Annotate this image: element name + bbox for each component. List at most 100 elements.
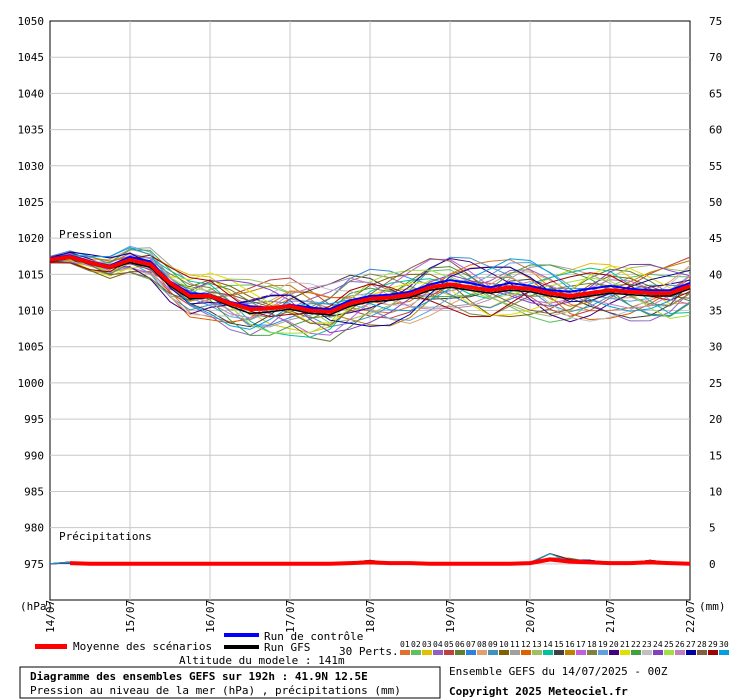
perturbation-legend-swatch: [411, 650, 421, 655]
perturbation-legend-swatch: [565, 650, 575, 655]
left-axis-unit: (hPa): [20, 600, 53, 613]
perturbation-legend-swatch: [664, 650, 674, 655]
perturbation-legend-number: 11: [510, 640, 520, 649]
perturbation-legend-swatch: [554, 650, 564, 655]
perturbation-legend-swatch: [499, 650, 509, 655]
gfs-legend-label: Run GFS: [264, 641, 310, 654]
perturbation-legend-swatch: [466, 650, 476, 655]
date-tick-label: 17/07: [284, 600, 297, 633]
copyright: Copyright 2025 Meteociel.fr: [449, 685, 628, 698]
perturbation-legend-number: 22: [631, 640, 641, 649]
mean-legend-label: Moyenne des scénarios: [73, 640, 212, 653]
precipitation-tick-label: 65: [709, 87, 722, 100]
date-tick-label: 15/07: [124, 600, 137, 633]
perturbation-legend-number: 14: [543, 640, 553, 649]
perturbation-legend-number: 10: [499, 640, 509, 649]
perturbation-legend-swatch: [444, 650, 454, 655]
ensemble-mean-line: [49, 254, 691, 314]
perturbation-legend-swatch: [686, 650, 696, 655]
perturbation-legend-swatch: [708, 650, 718, 655]
precipitation-mean-line: [69, 557, 691, 566]
perturbation-line-13: [49, 255, 691, 324]
model-altitude: Altitude du modele : 141m: [179, 654, 345, 667]
perturbation-line-29: [50, 254, 691, 318]
gfs-legend-swatch: [224, 645, 259, 649]
perturbation-legend-number: 17: [576, 640, 586, 649]
perturbation-legend-number: 04: [433, 640, 443, 649]
date-tick-label: 22/07: [684, 600, 697, 633]
perturbation-legend-swatch: [532, 650, 542, 655]
perturbation-legend-swatch: [675, 650, 685, 655]
perturbation-legend-number: 01: [400, 640, 410, 649]
pressure-tick-label: 990: [24, 449, 44, 462]
perturbation-line-09: [49, 250, 691, 328]
pressure-tick-label: 1020: [18, 232, 45, 245]
perturbation-legend-swatch: [631, 650, 641, 655]
pressure-axis-ticks: 975 980 985 990 995 1000 1005 1010 1015 1020 1025 1…: [18, 15, 45, 571]
date-tick-label: 19/07: [444, 600, 457, 633]
perturbation-legend-swatch: [488, 650, 498, 655]
perturbation-legend-number: 02: [411, 640, 421, 649]
perturbation-legend-number: 25: [664, 640, 674, 649]
precipitation-tick-label: 70: [709, 51, 722, 64]
perturbation-line-19: [49, 245, 691, 321]
perturbation-line-11: [49, 247, 691, 328]
pressure-tick-label: 1040: [18, 87, 45, 100]
precipitation-tick-label: 0: [709, 558, 716, 571]
precipitation-tick-label: 50: [709, 196, 722, 209]
perturbation-legend-number: 09: [488, 640, 498, 649]
pressure-tick-label: 1005: [18, 341, 45, 354]
perturbation-legend-number: 20: [609, 640, 619, 649]
perturbation-legend-number: 23: [642, 640, 652, 649]
perturbation-legend: 01 02 03 04 05 06 07 08 09 10 11 12 13 14 15 16 17 18 19 20…: [400, 640, 729, 655]
precipitation-tick-label: 10: [709, 485, 722, 498]
perturbation-legend-number: 30: [719, 640, 729, 649]
perturbation-legend-number: 27: [686, 640, 696, 649]
perturbation-legend-swatch: [543, 650, 553, 655]
date-tick-label: 21/07: [604, 600, 617, 633]
perturbations-label: 30 Perts.: [339, 645, 399, 658]
perturbation-legend-number: 16: [565, 640, 575, 649]
right-axis-unit: (mm): [699, 600, 726, 613]
precipitation-axis-ticks: 0 5 10 15 20 25 30 35 40 45 50 55 60 65 70 75: [709, 15, 722, 571]
date-tick-label: 16/07: [204, 600, 217, 633]
perturbation-legend-number: 28: [697, 640, 707, 649]
perturbation-legend-number: 19: [598, 640, 608, 649]
perturbation-line-20: [49, 251, 691, 323]
pressure-tick-label: 995: [24, 413, 44, 426]
precipitation-tick-label: 45: [709, 232, 722, 245]
perturbation-legend-number: 24: [653, 640, 663, 649]
perturbation-legend-swatch: [477, 650, 487, 655]
perturbation-legend-swatch: [510, 650, 520, 655]
pressure-tick-label: 1000: [18, 377, 45, 390]
perturbation-legend-number: 08: [477, 640, 487, 649]
perturbation-legend-swatch: [576, 650, 586, 655]
precipitation-tick-label: 35: [709, 305, 722, 318]
pressure-tick-label: 980: [24, 522, 44, 535]
pressure-tick-label: 1030: [18, 160, 45, 173]
perturbation-legend-number: 21: [620, 640, 630, 649]
perturbation-legend-swatch: [433, 650, 443, 655]
perturbation-legend-swatch: [521, 650, 531, 655]
perturbation-legend-number: 13: [532, 640, 542, 649]
pressure-label: Pression: [59, 228, 112, 241]
perturbation-legend-number: 12: [521, 640, 531, 649]
mean-legend-swatch: [35, 644, 67, 649]
precipitation-tick-label: 55: [709, 160, 722, 173]
precipitation-tick-label: 75: [709, 15, 722, 28]
run-info: Ensemble GEFS du 14/07/2025 - 00Z: [449, 665, 668, 678]
perturbation-legend-swatch: [455, 650, 465, 655]
pressure-tick-label: 1025: [18, 196, 45, 209]
perturbation-legend-swatch: [642, 650, 652, 655]
precipitation-tick-label: 15: [709, 449, 722, 462]
precipitation-tick-label: 40: [709, 268, 722, 281]
chart-subtitle: Pression au niveau de la mer (hPa) , pré…: [30, 684, 401, 697]
perturbation-line-28: [49, 254, 691, 326]
control-legend-label: Run de contrôle: [264, 630, 363, 643]
perturbation-legend-swatch: [620, 650, 630, 655]
pressure-tick-label: 975: [24, 558, 44, 571]
precipitation-tick-label: 30: [709, 341, 722, 354]
perturbation-legend-swatch: [400, 650, 410, 655]
pressure-tick-label: 1035: [18, 124, 45, 137]
